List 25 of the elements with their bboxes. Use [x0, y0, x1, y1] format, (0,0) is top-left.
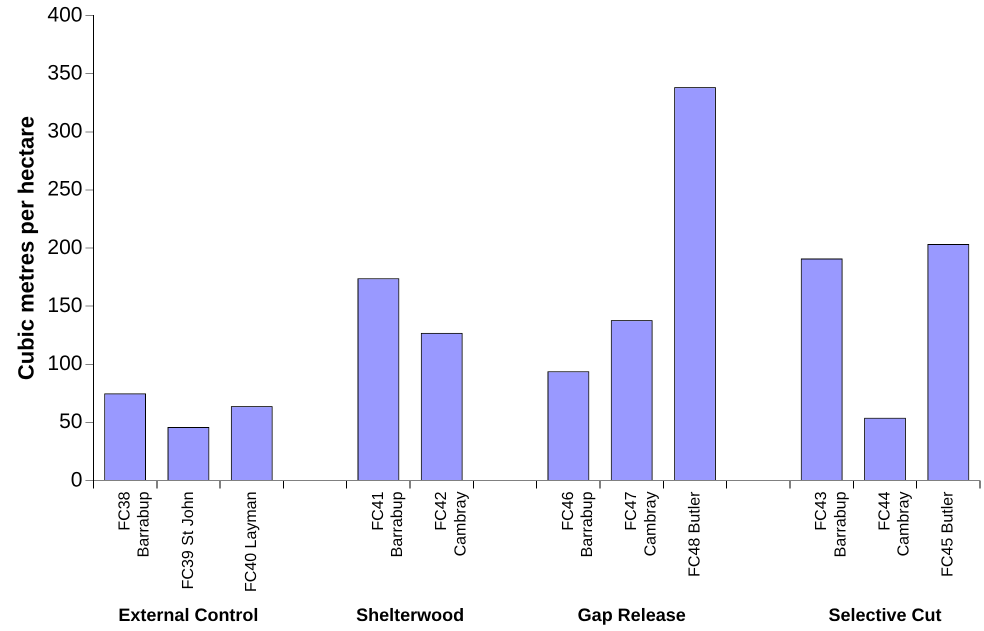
x-tick-label: FC41 Barrabup	[370, 491, 406, 558]
y-tick-label: 300	[47, 120, 82, 143]
x-tick-label: FC40 Layman	[243, 492, 260, 592]
x-tick-label: FC43 Barrabup	[813, 491, 850, 558]
y-tick-label: 250	[47, 178, 82, 201]
x-tick-label: FC45 Butler	[940, 490, 957, 577]
x-tick-label: FC38 Barrabup	[116, 491, 153, 558]
y-tick-label: 400	[47, 3, 82, 26]
y-tick-label: 350	[47, 62, 82, 85]
x-tick-label: FC46 Barrabup	[560, 491, 596, 558]
y-tick-label: 100	[47, 352, 82, 376]
text: Gap Release	[578, 604, 686, 625]
y-axis-title: Cubic metres per hectare	[13, 116, 38, 380]
text: Shelterwood	[356, 604, 464, 625]
y-tick-label: 150	[47, 294, 82, 317]
y-tick-label: 50	[59, 410, 82, 434]
x-tick-label: FC42 Cambray	[433, 491, 470, 556]
x-tick-label: FC48 Butler	[686, 490, 704, 577]
text: Selective Cut	[828, 604, 942, 625]
x-tick-label: FC44 Cambray	[876, 491, 913, 556]
y-tick-label: 0	[70, 468, 82, 492]
text: External Control	[118, 604, 258, 625]
x-tick-label: FC39 St John	[180, 492, 197, 590]
x-tick-label: FC47 Cambray	[623, 491, 660, 556]
y-tick-label: 200	[47, 236, 82, 259]
